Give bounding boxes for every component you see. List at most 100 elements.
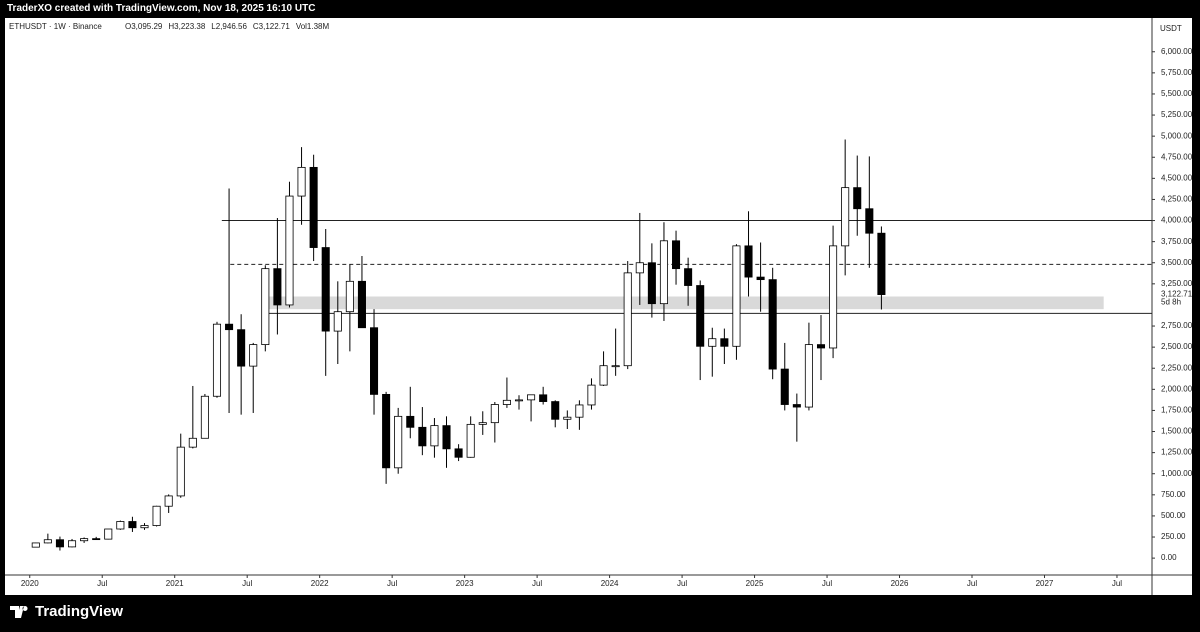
candle-body (152, 505, 161, 526)
candle-body (563, 416, 572, 420)
y-tick-label: 5,000.00 (1161, 131, 1192, 140)
candle-body (345, 280, 354, 313)
candle-body (490, 404, 499, 424)
y-tick-label: 1,250.00 (1161, 448, 1192, 457)
candle-body (744, 245, 753, 278)
x-tick-label: Jul (967, 579, 977, 588)
y-tick-label: 5,250.00 (1161, 110, 1192, 119)
x-tick-label: 2021 (166, 579, 184, 588)
candle-body (792, 404, 801, 408)
x-tick-label: Jul (242, 579, 252, 588)
ohlc-value: L2,946.56 (211, 22, 247, 31)
candle-body (249, 344, 258, 367)
candle-body (430, 425, 439, 447)
candle-body (756, 276, 765, 281)
y-tick-label: 500.00 (1161, 511, 1186, 520)
y-tick-label: 4,500.00 (1161, 173, 1192, 182)
candle-body (527, 394, 536, 401)
candle-body (659, 240, 668, 305)
candle-body (623, 272, 632, 367)
candle-body (188, 437, 197, 448)
ohlc-value: C3,122.71 (253, 22, 290, 31)
candle-body (357, 280, 366, 329)
candle-body (841, 187, 850, 247)
candle-body (309, 166, 318, 248)
candle-body (31, 542, 40, 548)
candle-body (684, 268, 693, 286)
last-price: 3,122.71 (1161, 290, 1192, 299)
candle-body (768, 279, 777, 370)
candle-body (164, 495, 173, 507)
candle-body (43, 539, 52, 544)
x-tick-label: Jul (387, 579, 397, 588)
candle-body (696, 285, 705, 347)
y-tick-label: 2,000.00 (1161, 384, 1192, 393)
ohlc-value: Vol1.38M (296, 22, 330, 31)
brand: TradingView (10, 603, 123, 620)
candle-body (418, 426, 427, 447)
candle-body (212, 323, 222, 397)
chart: ETHUSDT · 1W · Binance USDT O3,095.29 H3,… (5, 18, 1192, 595)
zone (261, 296, 1104, 310)
candle-body (672, 240, 681, 270)
x-tick-label: Jul (532, 579, 542, 588)
x-tick-label: Jul (677, 579, 687, 588)
candle-body (128, 521, 137, 529)
candle-body (370, 327, 379, 395)
candle-body (442, 425, 451, 450)
y-tick-label: 4,250.00 (1161, 195, 1192, 204)
candle-body (80, 538, 89, 542)
axis-unit: USDT (1160, 24, 1182, 33)
candle-body (780, 368, 789, 405)
candle-body (55, 539, 64, 548)
candle-body (514, 399, 524, 402)
candle-body (732, 245, 741, 347)
y-tick-label: 1,500.00 (1161, 427, 1192, 436)
brand-name: TradingView (35, 603, 124, 620)
x-tick-label: 2022 (311, 579, 329, 588)
candle-body (394, 415, 403, 469)
candle-body (647, 262, 656, 305)
y-tick-label: 4,750.00 (1161, 152, 1192, 161)
candle-body (587, 384, 596, 406)
candle-body (708, 338, 717, 347)
candle-body (611, 365, 620, 368)
candle-body (140, 525, 149, 529)
candle-body (502, 399, 511, 405)
candle-body (478, 422, 487, 425)
candle-body (454, 448, 463, 458)
candle-body (539, 394, 548, 402)
candle-body (68, 540, 77, 548)
candle-body (406, 415, 415, 428)
candle-body (865, 208, 874, 234)
candle-body (200, 395, 209, 439)
candle-body (104, 528, 113, 540)
y-tick-label: 6,000.00 (1161, 47, 1192, 56)
symbol: ETHUSDT · 1W · Binance (9, 22, 102, 31)
candle-body (297, 166, 306, 197)
y-tick-label: 2,500.00 (1161, 342, 1192, 351)
candle-body (116, 521, 125, 530)
candle-body (285, 195, 294, 306)
candle-body (599, 365, 608, 386)
x-tick-label: Jul (97, 579, 107, 588)
candle-body (466, 423, 475, 458)
candle-body (635, 262, 644, 274)
y-tick-label: 750.00 (1161, 490, 1186, 499)
candle-body (816, 344, 826, 349)
ohlc-value: H3,223.38 (168, 22, 205, 31)
candle-body (720, 338, 729, 347)
candle-body (804, 344, 813, 408)
candle-body (273, 268, 282, 306)
y-tick-label: 1,750.00 (1161, 406, 1192, 415)
x-tick-label: 2024 (601, 579, 619, 588)
candle-body (92, 538, 101, 541)
candle-body (575, 404, 584, 418)
ohlc-value: O3,095.29 (125, 22, 163, 31)
y-tick-label: 0.00 (1161, 553, 1177, 562)
banner: TraderXO created with TradingView.com, N… (7, 3, 316, 14)
candle-body (333, 311, 342, 332)
x-tick-label: Jul (822, 579, 832, 588)
candle-body (382, 393, 391, 469)
